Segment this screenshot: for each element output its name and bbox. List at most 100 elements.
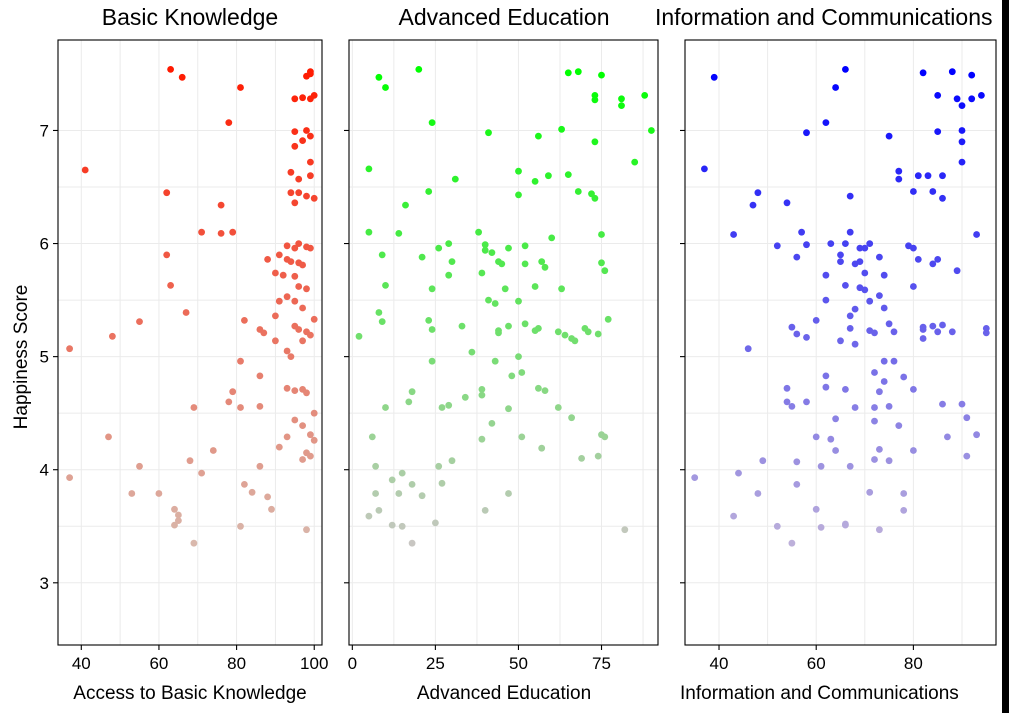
data-point [307, 431, 314, 439]
data-point [876, 253, 883, 261]
data-point [521, 260, 529, 268]
data-point [832, 447, 839, 454]
data-point [398, 469, 406, 477]
data-point [837, 258, 844, 265]
data-point [749, 201, 757, 209]
data-point [564, 171, 572, 179]
gridlines [349, 40, 658, 645]
data-point [365, 512, 373, 520]
data-point [438, 479, 446, 487]
data-point [279, 271, 287, 279]
data-point [66, 474, 73, 481]
data-point [541, 387, 549, 394]
data-point [754, 490, 762, 497]
data-point [837, 337, 844, 345]
data-point [793, 330, 801, 338]
data-point [415, 66, 423, 73]
data-point [773, 522, 781, 530]
data-point [900, 373, 908, 381]
data-point [963, 414, 971, 422]
data-point [190, 404, 198, 411]
data-point [900, 507, 908, 514]
data-point [890, 328, 898, 336]
data-point [295, 326, 303, 333]
data-point [793, 458, 801, 466]
panel-information-communications: Information and Communications Informati… [655, 4, 997, 704]
data-point [934, 328, 942, 336]
data-point [105, 433, 112, 441]
data-point [372, 462, 379, 470]
data-point [895, 175, 903, 183]
data-point [310, 194, 318, 202]
data-point [861, 244, 869, 252]
data-point [310, 409, 318, 417]
data-point [398, 522, 406, 530]
data-point [914, 256, 922, 263]
data-point [842, 66, 849, 73]
data-point [291, 297, 299, 305]
data-point [291, 199, 299, 207]
data-point [418, 253, 426, 261]
data-point [515, 191, 522, 199]
data-point [307, 95, 314, 103]
data-point [545, 172, 552, 180]
data-point [803, 334, 810, 341]
data-point [900, 490, 908, 497]
data-point [910, 188, 917, 195]
data-point [275, 251, 283, 259]
data-point [871, 417, 878, 425]
data-point [538, 444, 546, 452]
data-point [701, 165, 708, 173]
data-point [601, 433, 609, 441]
data-point [303, 285, 310, 293]
data-point [822, 296, 830, 304]
x-axis-label-basic-knowledge: Access to Basic Knowledge [73, 683, 306, 704]
data-point [730, 512, 737, 520]
data-point [919, 69, 927, 77]
data-point [574, 68, 582, 76]
data-point [241, 317, 248, 324]
data-point [885, 403, 893, 410]
data-point [968, 71, 976, 79]
data-point [944, 433, 951, 441]
data-point [445, 401, 453, 409]
panel-title-information-communications: Information and Communications [655, 4, 993, 30]
data-point [744, 345, 752, 353]
data-point [856, 244, 864, 252]
data-point [871, 329, 878, 337]
data-point [919, 335, 927, 342]
data-point [291, 128, 299, 136]
y-tick-label: 4 [40, 461, 49, 480]
data-point [788, 403, 796, 410]
x-tick-label: 25 [426, 654, 445, 673]
data-point [788, 323, 796, 331]
data-point [939, 194, 946, 202]
data-point [272, 269, 279, 277]
data-point [531, 283, 539, 290]
data-point [531, 178, 539, 185]
data-point [402, 201, 409, 209]
y-axis-label: Happiness Score [11, 285, 32, 430]
data-point [501, 285, 509, 293]
x-tick-label: 75 [592, 654, 611, 673]
data-point [408, 539, 416, 547]
data-point [958, 102, 966, 109]
data-point [621, 526, 629, 534]
data-point [919, 326, 927, 333]
data-point [310, 315, 318, 323]
data-point [303, 526, 310, 534]
data-point [812, 433, 820, 441]
data-point [876, 446, 883, 453]
data-point [594, 330, 602, 338]
data-point [182, 309, 190, 316]
data-point [535, 384, 542, 392]
data-point [237, 357, 244, 365]
data-point [880, 271, 888, 279]
data-point [827, 240, 835, 248]
data-point [428, 119, 436, 126]
data-point [445, 271, 453, 279]
data-point [866, 488, 874, 496]
data-point [832, 84, 839, 91]
data-point [571, 337, 579, 345]
y-tick-label: 7 [40, 121, 49, 140]
